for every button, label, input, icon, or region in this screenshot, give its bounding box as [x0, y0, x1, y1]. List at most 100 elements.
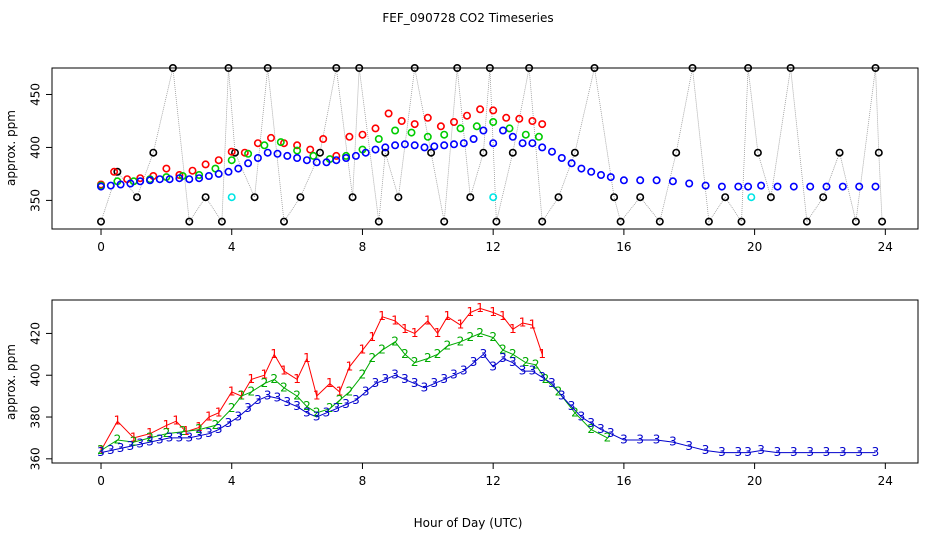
data-point-label-3: 3	[146, 435, 154, 449]
data-point-red	[515, 114, 524, 123]
x-tick-label: 24	[878, 474, 893, 488]
data-point-blue	[391, 141, 400, 150]
data-point-blue	[204, 172, 213, 181]
data-point-blue	[293, 154, 302, 163]
data-point-label-1: 1	[172, 414, 180, 428]
data-point-label-3: 3	[568, 399, 576, 413]
data-point-blue	[361, 148, 370, 157]
data-point-black	[149, 148, 158, 157]
data-point-red	[162, 164, 171, 173]
data-point-green	[472, 122, 481, 131]
y-tick-label: 400	[29, 364, 43, 387]
data-point-label-3: 3	[205, 426, 213, 440]
data-point-label-2: 2	[228, 401, 236, 415]
data-point-red	[319, 135, 328, 144]
data-point-black	[374, 217, 383, 226]
data-point-black	[744, 64, 753, 73]
data-point-blue	[567, 159, 576, 168]
data-point-red	[449, 118, 458, 127]
data-point-black	[168, 64, 177, 73]
data-point-blue	[871, 182, 880, 191]
data-point-label-3: 3	[538, 370, 546, 384]
data-point-label-3: 3	[274, 391, 282, 405]
data-point-blue	[126, 179, 135, 188]
data-point-black	[296, 193, 305, 202]
data-point-black	[485, 64, 494, 73]
x-tick-label: 8	[359, 240, 367, 254]
data-point-label-2: 2	[195, 422, 203, 436]
plot-frame-bottom	[51, 299, 919, 464]
data-point-black	[466, 193, 475, 202]
data-point-label-2: 2	[293, 389, 301, 403]
data-point-black	[672, 148, 681, 157]
y-tick-label: 400	[29, 136, 43, 159]
data-point-label-1: 1	[424, 313, 432, 327]
data-point-black	[878, 217, 887, 226]
data-point-black	[224, 64, 233, 73]
x-tick-label: 16	[616, 240, 631, 254]
data-point-blue	[224, 167, 233, 176]
data-point-blue	[283, 151, 292, 160]
data-point-label-1: 1	[359, 343, 367, 357]
data-point-label-2: 2	[212, 418, 220, 432]
data-point-black	[348, 193, 357, 202]
data-point-black	[410, 64, 419, 73]
data-point-red	[397, 117, 406, 126]
data-point-black	[113, 167, 122, 176]
data-point-label-3: 3	[607, 426, 615, 440]
data-point-blue	[155, 175, 164, 184]
x-tick-label: 20	[747, 474, 762, 488]
plot-frame-top	[51, 67, 919, 230]
data-point-label-2: 2	[457, 334, 465, 348]
data-point-red	[253, 139, 262, 148]
data-point-label-1: 1	[519, 316, 527, 330]
data-point-label-3: 3	[372, 376, 380, 390]
series-line-2	[100, 332, 608, 451]
data-point-cyan	[489, 193, 498, 202]
data-point-label-3: 3	[234, 410, 242, 424]
data-point-blue	[253, 154, 262, 163]
data-point-label-3: 3	[587, 416, 595, 430]
data-point-label-3: 3	[195, 428, 203, 442]
x-tick-label: 12	[486, 240, 501, 254]
data-point-blue	[701, 181, 710, 190]
data-point-black	[874, 148, 883, 157]
data-point-label-1: 1	[378, 309, 386, 323]
data-point-label-2: 2	[489, 330, 497, 344]
data-point-blue	[838, 182, 847, 191]
data-point-label-1: 1	[346, 359, 354, 373]
data-point-black	[355, 64, 364, 73]
data-point-green	[244, 149, 253, 158]
data-point-label-3: 3	[855, 445, 863, 459]
data-point-label-1: 1	[457, 318, 465, 332]
data-point-label-3: 3	[718, 445, 726, 459]
data-point-blue	[302, 156, 311, 165]
data-point-blue	[577, 164, 586, 173]
data-point-label-2: 2	[368, 351, 376, 365]
data-point-black	[453, 64, 462, 73]
series-line-gray	[100, 67, 883, 223]
data-point-blue	[371, 145, 380, 154]
data-point-black	[97, 217, 106, 226]
data-point-label-3: 3	[313, 410, 321, 424]
data-point-blue	[652, 176, 661, 185]
data-point-red	[538, 120, 547, 129]
x-tick-label: 20	[747, 240, 762, 254]
data-point-label-3: 3	[430, 376, 438, 390]
data-point-label-3: 3	[653, 433, 661, 447]
data-point-black	[616, 217, 625, 226]
data-point-label-2: 2	[336, 393, 344, 407]
data-point-blue	[175, 174, 184, 183]
data-point-blue	[498, 126, 507, 135]
data-point-blue	[165, 175, 174, 184]
data-point-red	[227, 147, 236, 156]
data-point-label-3: 3	[734, 445, 742, 459]
data-point-black	[835, 148, 844, 157]
data-point-label-3: 3	[225, 416, 233, 430]
data-point-label-3: 3	[519, 364, 527, 378]
data-point-label-2: 2	[424, 351, 432, 365]
data-point-blue	[806, 182, 815, 191]
data-point-label-1: 1	[146, 426, 154, 440]
data-point-red	[266, 133, 275, 142]
data-point-label-2: 2	[326, 401, 334, 415]
